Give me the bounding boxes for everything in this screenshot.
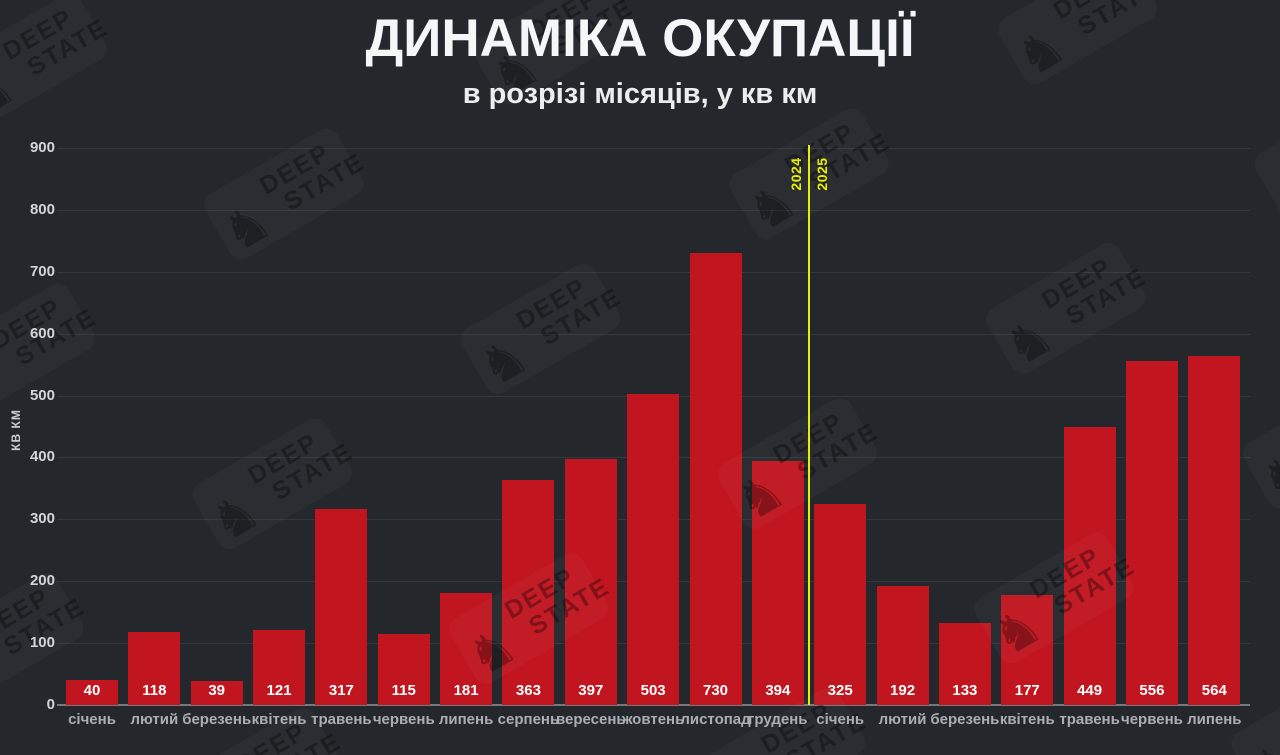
bar-листопад-730 xyxy=(689,253,742,705)
bar-value-label: 121 xyxy=(266,682,292,699)
x-tick-label: квітень xyxy=(251,711,307,728)
bar-value-label: 730 xyxy=(702,682,729,699)
bar-травень-317 xyxy=(315,508,368,705)
x-tick-label: листопад xyxy=(680,711,751,728)
bar-липень-564 xyxy=(1188,355,1241,705)
bar-value-label: 118 xyxy=(142,682,167,699)
x-tick-label: жовтень xyxy=(621,711,685,728)
x-tick-label: червень xyxy=(1121,711,1183,728)
bar-value-label: 115 xyxy=(391,682,416,699)
bar-value-label: 192 xyxy=(890,682,916,699)
gridline-800 xyxy=(57,209,1250,211)
knight-icon: ♞ xyxy=(200,479,271,556)
bar-value-label: 133 xyxy=(952,682,978,699)
bar-грудень-394 xyxy=(751,461,804,705)
bar-серпень-363 xyxy=(502,480,555,705)
bar-value-label: 503 xyxy=(640,682,666,699)
knight-icon: ♞ xyxy=(1239,729,1280,755)
bar-лютий-192 xyxy=(876,586,929,705)
gridline-700 xyxy=(57,271,1250,273)
y-tick-label: 400 xyxy=(29,448,55,466)
year-divider-line xyxy=(808,145,811,705)
bar-червень-115 xyxy=(377,633,430,705)
bar-value-label: 40 xyxy=(83,682,101,699)
knight-icon: ♞ xyxy=(993,304,1065,380)
y-tick-label: 100 xyxy=(29,634,55,652)
chart-subtitle: в розрізі місяців, у кв км xyxy=(462,78,818,110)
y-tick-label: 600 xyxy=(29,324,55,342)
x-tick-label: грудень xyxy=(748,711,808,728)
bar-червень-556 xyxy=(1125,360,1178,705)
gridline-900 xyxy=(57,148,1250,149)
bar-value-label: 181 xyxy=(453,682,479,699)
bar-value-label: 325 xyxy=(827,682,853,699)
x-tick-label: липень xyxy=(438,711,494,728)
x-tick-label: квітень xyxy=(999,711,1055,728)
bar-value-label: 317 xyxy=(328,682,354,699)
x-tick-label: липень xyxy=(1187,711,1242,728)
bar-січень-325 xyxy=(814,503,867,705)
y-tick-label: 800 xyxy=(29,200,55,218)
year-label-2025: 2025 xyxy=(814,157,831,191)
x-tick-label: січень xyxy=(68,711,116,728)
x-tick-label: січень xyxy=(816,711,865,728)
x-tick-label: вересень xyxy=(555,711,626,728)
bar-value-label: 363 xyxy=(515,682,541,699)
x-tick-label: серпень xyxy=(497,711,560,728)
bar-березень-133 xyxy=(938,622,991,705)
gridline-600 xyxy=(57,333,1250,335)
bar-value-label: 394 xyxy=(765,682,791,699)
bar-value-label: 449 xyxy=(1077,682,1103,699)
bar-value-label: 397 xyxy=(578,682,604,699)
y-tick-label: 500 xyxy=(29,386,55,404)
x-tick-label: березень xyxy=(182,711,252,728)
y-tick-label: 700 xyxy=(29,262,55,280)
x-tick-label: лютий xyxy=(878,711,927,728)
bar-value-label: 564 xyxy=(1201,682,1227,699)
x-tick-label: лютий xyxy=(130,711,179,728)
y-tick-label: 300 xyxy=(29,510,55,528)
bar-value-label: 39 xyxy=(208,682,226,699)
knight-icon: ♞ xyxy=(212,190,283,266)
bar-січень-40 xyxy=(66,680,118,705)
x-tick-label: травень xyxy=(1059,711,1120,728)
bar-липень-181 xyxy=(440,592,493,705)
knight-icon: ♞ xyxy=(468,324,540,401)
y-tick-label: 0 xyxy=(46,696,55,713)
y-tick-label: 200 xyxy=(29,572,55,590)
x-tick-label: червень xyxy=(372,711,435,728)
bar-березень-39 xyxy=(190,680,243,705)
knight-icon: ♞ xyxy=(1262,149,1280,225)
year-label-2024: 2024 xyxy=(788,157,805,191)
bar-жовтень-503 xyxy=(627,393,680,705)
bar-лютий-118 xyxy=(128,631,181,705)
x-tick-label: березень xyxy=(930,711,1000,728)
chart-title: ДИНАМІКА ОКУПАЦІЇ xyxy=(365,9,915,68)
gridline-0 xyxy=(57,704,1250,706)
bar-квітень-121 xyxy=(253,630,306,705)
y-tick-label: 900 xyxy=(29,139,55,156)
x-tick-label: травень xyxy=(311,711,372,728)
bar-вересень-397 xyxy=(564,459,617,705)
bar-value-label: 556 xyxy=(1139,682,1165,699)
bar-травень-449 xyxy=(1063,427,1116,705)
bar-value-label: 177 xyxy=(1014,682,1040,699)
bar-квітень-177 xyxy=(1001,595,1054,705)
knight-icon: ♞ xyxy=(1250,439,1280,515)
